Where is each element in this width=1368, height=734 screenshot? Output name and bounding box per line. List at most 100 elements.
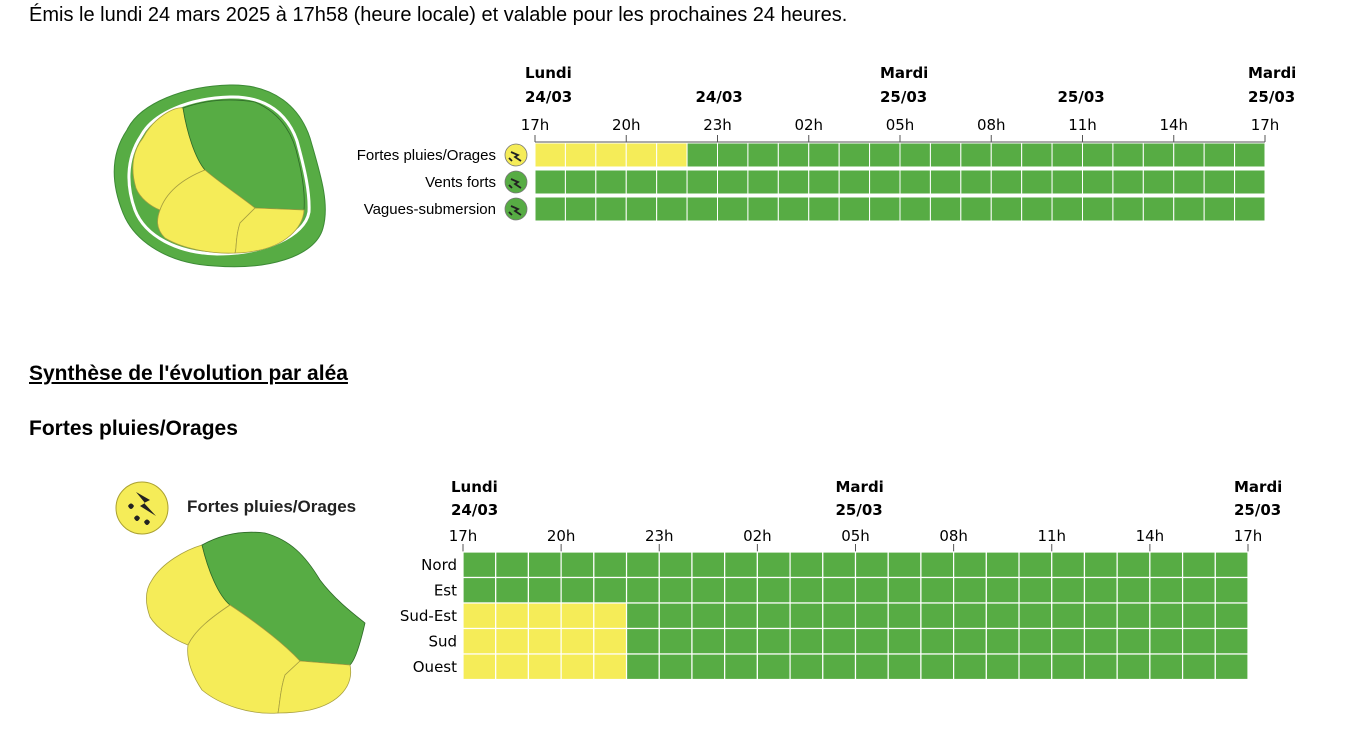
timeline-cell [985,602,1020,630]
timeline-cell [717,196,749,222]
timeline-cell [756,653,791,681]
timeline-cell [462,627,497,655]
timeline-cell [564,196,597,222]
rain-storm-icon [115,481,169,535]
timeline-cell [1173,142,1205,168]
timeline-cell [656,142,688,168]
timeline-cell [1051,653,1086,681]
timeline-cell [593,627,628,655]
timeline-cell [1214,627,1249,655]
timeline-cell [534,196,566,222]
timeline-cell [929,169,962,195]
timeline-cell [920,551,955,579]
timeline-cell [990,142,1023,168]
timeline-cell [899,169,931,195]
timeline-cell [686,196,719,222]
timeline-cell [724,627,758,655]
timeline-cell [1234,142,1266,168]
hour-tick-label: 20h [612,116,641,134]
timeline-cell [691,653,726,681]
timeline-cell [625,653,660,681]
date-label-date: 25/03 [880,88,927,106]
timeline-cell [756,602,791,630]
timeline-cell [854,602,889,630]
timeline-cell [953,653,987,681]
timeline-cell [777,196,810,222]
date-label-day: Mardi [1234,478,1282,496]
timeline-cell [625,142,658,168]
timeline-cell [899,196,931,222]
timeline-cell [838,196,871,222]
timeline-cell [593,602,628,630]
timeline-cell [1142,196,1175,222]
timeline-cell [462,653,497,681]
timeline-cell [869,169,901,195]
timeline-cell [1021,142,1053,168]
timeline-cell [1116,602,1151,630]
timeline-cell [985,551,1020,579]
issued-text: Émis le lundi 24 mars 2025 à 17h58 (heur… [29,4,848,26]
timeline-cell [985,653,1020,681]
date-label-date: 25/03 [1234,501,1281,519]
timeline-cell [990,196,1023,222]
timeline-cell [747,196,779,222]
timeline-cell [1018,602,1053,630]
timeline-cell [1149,653,1184,681]
date-label-day: Mardi [836,478,884,496]
row-label: Fortes pluies/Orages [357,147,496,164]
timeline-cell [953,627,987,655]
map-region-south-east [234,207,305,254]
hour-tick-label: 02h [743,527,772,545]
timeline-cell [495,627,530,655]
timeline-cell [1203,142,1236,168]
timeline-cell [1112,142,1144,168]
timeline-cell [1083,576,1118,604]
timeline-cell [854,627,889,655]
hour-tick-label: 11h [1037,527,1066,545]
timeline-cell [756,551,791,579]
timeline-cell [1181,627,1216,655]
timeline-cell [560,653,595,681]
timeline-cell [495,551,530,579]
timeline-cell [789,551,824,579]
zone-label: Est [434,582,457,600]
timeline-cell [854,551,889,579]
timeline-cell [1018,576,1053,604]
icon-glyph [508,205,522,216]
timeline-cell [1234,196,1266,222]
timeline-cell [625,196,658,222]
timeline-cell [789,576,824,604]
timeline-cell [960,142,992,168]
timeline-cell [527,551,562,579]
timeline-cell [724,602,758,630]
map-island-outline [127,95,311,256]
hour-tick-label: 08h [939,527,968,545]
synthesis-map [146,531,366,714]
timeline-cell [527,602,562,630]
hour-tick-label: 23h [645,527,674,545]
hour-tick-label: 20h [547,527,576,545]
timeline-cell [1173,196,1205,222]
timeline-cell [1214,551,1249,579]
icon-glyph [508,178,522,189]
zone-label: Sud-Est [400,607,457,625]
zone-label: Nord [421,556,457,574]
date-label-date: 24/03 [451,501,498,519]
map-region-north-east [182,99,305,211]
timeline-cell [625,602,660,630]
timeline-cell [1214,653,1249,681]
timeline-cell [1234,169,1266,195]
timeline-cell [960,196,992,222]
timeline-cell [595,196,627,222]
hour-tick-label: 17h [521,116,550,134]
timeline-cell [593,653,628,681]
timeline-cell [560,551,595,579]
synthesis-title: Synthèse de l'évolution par aléa [29,362,348,385]
hour-tick-label: 23h [703,116,732,134]
zone-label: Ouest [413,658,457,676]
timeline-cell [1051,142,1083,168]
timeline-cell [1021,169,1053,195]
hazard-title: Fortes pluies/Orages [29,417,238,440]
timeline-cell [1116,627,1151,655]
timeline-cell [756,627,791,655]
